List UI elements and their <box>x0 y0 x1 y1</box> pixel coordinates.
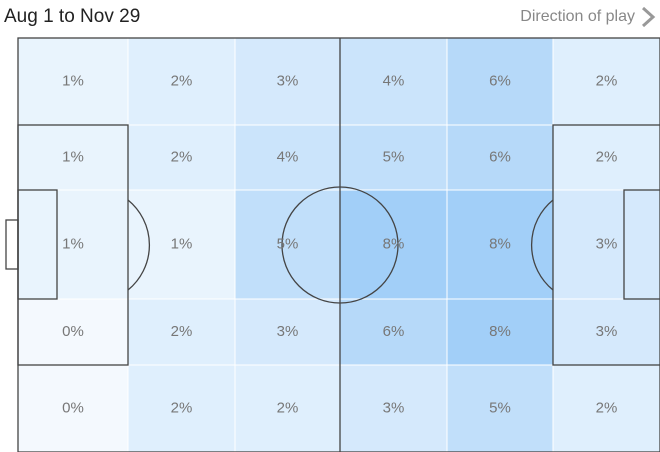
cell-label: 3% <box>596 323 618 340</box>
heat-cell <box>552 364 660 452</box>
heat-cell <box>446 189 554 300</box>
goal <box>5 219 19 270</box>
chart-title: Aug 1 to Nov 29 <box>4 6 140 27</box>
heat-cell <box>127 364 236 452</box>
heat-cell <box>446 298 554 366</box>
cell-label: 4% <box>383 72 405 89</box>
cell-label: 2% <box>171 148 193 165</box>
heat-cell <box>446 364 554 452</box>
cell-label: 6% <box>489 148 511 165</box>
cell-label: 5% <box>489 399 511 416</box>
direction-arrow <box>641 6 656 28</box>
pitch <box>5 37 660 452</box>
cell-label: 2% <box>596 399 618 416</box>
cell-label: 3% <box>277 323 299 340</box>
heat-cell <box>446 37 554 126</box>
cell-label: 8% <box>383 235 405 252</box>
heat-cell <box>234 189 341 300</box>
heat-cell <box>234 364 341 452</box>
heat-cell <box>339 37 448 126</box>
cell-label: 6% <box>383 323 405 340</box>
cell-label: 8% <box>489 235 511 252</box>
cell-label: 2% <box>171 399 193 416</box>
cell-label: 2% <box>277 399 299 416</box>
cell-label: 1% <box>62 72 84 89</box>
heat-cell <box>17 189 129 300</box>
penalty-arc <box>127 199 150 291</box>
heat-cell <box>552 37 660 126</box>
penalty-box <box>552 124 660 366</box>
cell-label: 5% <box>383 148 405 165</box>
heat-cell <box>339 124 448 191</box>
heat-cell <box>446 124 554 191</box>
heat-cell <box>127 37 236 126</box>
cell-label: 0% <box>62 323 84 340</box>
center-circle <box>281 186 399 304</box>
direction-label: Direction of play <box>520 8 635 25</box>
cell-label: 3% <box>383 399 405 416</box>
cell-label: 3% <box>596 235 618 252</box>
heatmap <box>17 37 660 452</box>
cell-label: 4% <box>277 148 299 165</box>
cell-label: 1% <box>171 235 193 252</box>
cell-label: 2% <box>596 148 618 165</box>
heat-cell <box>17 298 129 366</box>
cell-label: 2% <box>171 323 193 340</box>
labels: 1% 2% 3% 4% 6% 2% 1% 2% 4% 5% 6% 2% 1% 1% 5% 8% 8% 3% 0% 2%… <box>62 72 617 416</box>
heat-cell <box>339 189 448 300</box>
heat-cell <box>127 189 236 300</box>
heat-cell <box>127 298 236 366</box>
cell-label: 6% <box>489 72 511 89</box>
heat-cell <box>17 37 129 126</box>
heat-cell <box>552 298 660 366</box>
heat-cell <box>17 364 129 452</box>
penalty-arc <box>531 199 554 291</box>
cell-label: 0% <box>62 399 84 416</box>
heat-cell <box>339 364 448 452</box>
cell-label: 2% <box>171 72 193 89</box>
cell-label: 3% <box>277 72 299 89</box>
goal-area <box>623 189 660 300</box>
cell-label: 1% <box>62 148 84 165</box>
heat-cell <box>234 298 341 366</box>
cell-label: 2% <box>596 72 618 89</box>
cell-label: 1% <box>62 235 84 252</box>
cell-label: 5% <box>277 235 299 252</box>
cell-label: 8% <box>489 323 511 340</box>
